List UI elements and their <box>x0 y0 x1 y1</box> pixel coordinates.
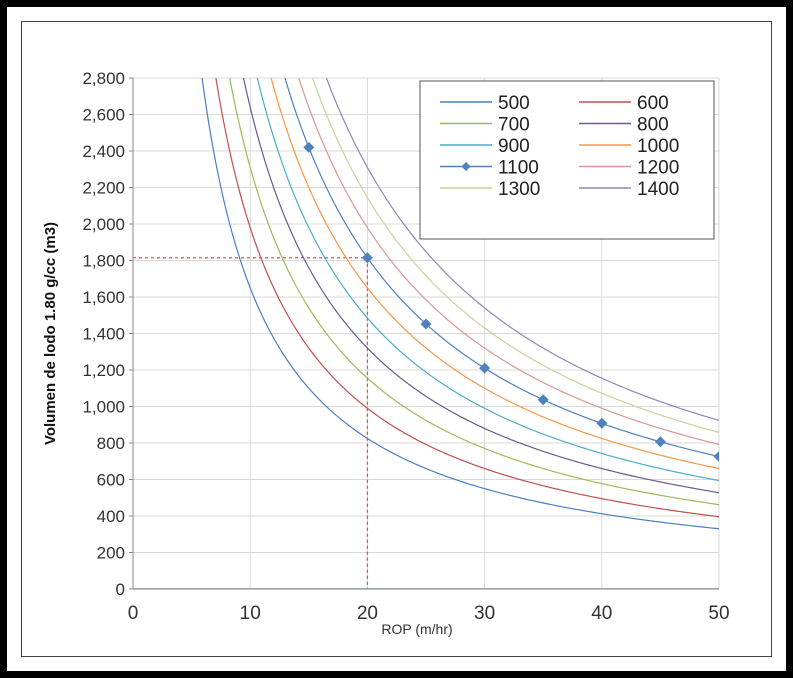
series-line-1300 <box>311 78 719 433</box>
series-lines <box>133 78 719 589</box>
legend-label-1000: 1000 <box>637 136 679 157</box>
series-marker-1100 <box>361 252 373 264</box>
legend-label-1300: 1300 <box>498 179 540 200</box>
legend-label-1400: 1400 <box>637 179 679 200</box>
chart-panel: 0 200 400 600 800 1,000 1,200 1,400 1,600 1,800 2,… <box>21 21 772 657</box>
x-tick-labels: 0 10 20 30 40 50 <box>128 603 730 624</box>
y-tick-label: 2,400 <box>82 142 125 161</box>
y-tick-label: 2,000 <box>82 215 125 234</box>
series-marker-1100 <box>303 141 315 153</box>
series-marker-1100 <box>537 394 549 406</box>
series-marker-1100 <box>479 362 491 374</box>
legend-box <box>419 80 715 240</box>
y-tick-label: 2,800 <box>82 69 125 88</box>
y-tick-label: 1,800 <box>82 252 125 271</box>
x-axis-label: ROP (m/hr) <box>381 621 452 637</box>
x-tick-label: 20 <box>357 603 378 624</box>
legend-label-900: 900 <box>498 136 530 157</box>
series-marker-1100 <box>596 417 608 429</box>
chart-svg: 02004006008001,0001,2001,4001,6001,8002,… <box>42 69 730 637</box>
legend-label-1200: 1200 <box>637 158 679 179</box>
series-line-500 <box>201 78 719 530</box>
y-axis-label: Volumen de lodo 1.80 g/cc (m3) <box>42 222 59 445</box>
legend-label-800: 800 <box>637 115 669 136</box>
x-tick-label: 0 <box>128 603 139 624</box>
series-marker-1100 <box>654 436 666 448</box>
x-tick-label: 50 <box>708 603 729 624</box>
series-line-800 <box>242 78 719 494</box>
series-line-600 <box>215 78 719 518</box>
y-tick-label: 1,600 <box>82 288 125 307</box>
y-tick-label: 2,200 <box>82 179 125 198</box>
series-line-900 <box>256 78 719 482</box>
legend-label-700: 700 <box>498 115 530 136</box>
legend: 500 600 700 800 900 1000 1100 1200 1300 1400 <box>419 80 715 240</box>
legend-label-500: 500 <box>498 93 530 114</box>
x-tick-label: 30 <box>474 603 495 624</box>
x-tick-label: 40 <box>591 603 612 624</box>
y-tick-label: 200 <box>97 544 125 563</box>
reference-lines <box>133 257 369 589</box>
series-line-1000 <box>270 78 719 470</box>
series-line-1400 <box>325 78 719 421</box>
y-tick-label: 1,200 <box>82 361 125 380</box>
y-tick-label: 0 <box>116 580 125 599</box>
y-tick-label: 1,000 <box>82 398 125 417</box>
y-tick-labels: 0 200 400 600 800 1,000 1,200 1,400 1,600 1,800 2,… <box>82 69 133 599</box>
y-tick-label: 800 <box>97 434 125 453</box>
series-line-1200 <box>298 78 719 446</box>
legend-label-1100: 1100 <box>498 158 539 179</box>
series-line-700 <box>229 78 719 506</box>
x-tick-label: 10 <box>240 603 261 624</box>
series-marker-1100 <box>420 318 432 330</box>
y-tick-label: 2,600 <box>82 106 125 125</box>
legend-marker-1100 <box>461 162 471 171</box>
series-marker-1100 <box>713 451 719 463</box>
legend-label-600: 600 <box>637 93 669 114</box>
y-tick-label: 1,400 <box>82 325 125 344</box>
y-tick-label: 400 <box>97 507 125 526</box>
y-tick-label: 600 <box>97 471 125 490</box>
series-line-1100 <box>284 78 719 458</box>
